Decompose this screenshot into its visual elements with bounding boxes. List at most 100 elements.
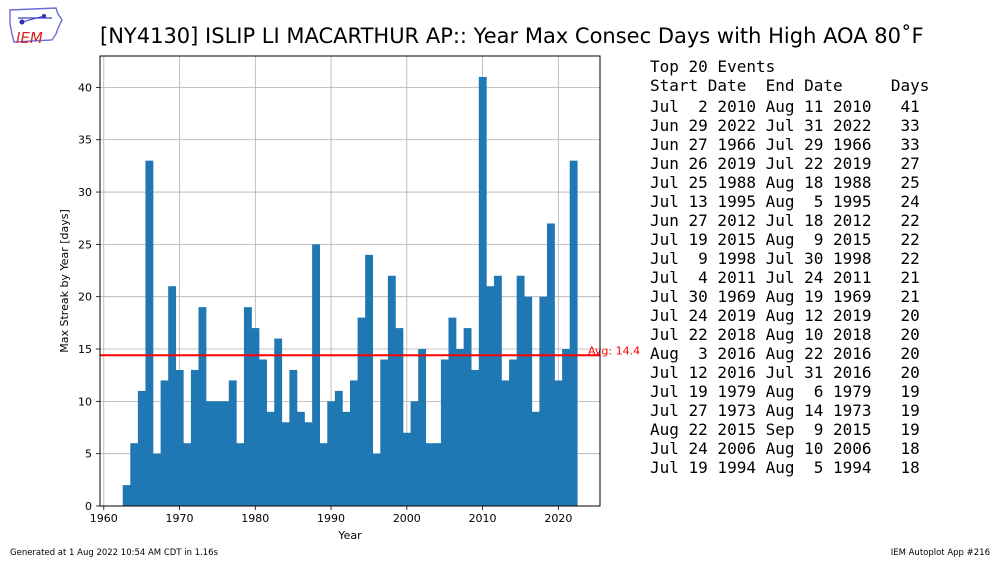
bar-2010 — [478, 76, 487, 506]
event-row: Jun 27 2012 Jul 18 2012 22 — [650, 211, 920, 230]
event-row: Jul 4 2011 Jul 24 2011 21 — [650, 268, 920, 287]
bar-2015 — [516, 275, 525, 506]
x-axis-label: Year — [337, 529, 362, 542]
y-tick-label: 40 — [78, 81, 92, 94]
event-row: Jul 30 1969 Aug 19 1969 21 — [650, 287, 920, 306]
bar-1975 — [213, 401, 222, 506]
app-label: IEM Autoplot App #216 — [890, 548, 990, 558]
bar-2008 — [463, 328, 472, 506]
event-row: Aug 22 2015 Sep 9 2015 19 — [650, 420, 920, 439]
bar-1981 — [259, 359, 267, 506]
iowa-state-outline-logo-icon: IEM — [9, 7, 63, 47]
bar-2006 — [448, 317, 457, 506]
bar-1978 — [236, 443, 245, 506]
bar-1968 — [160, 380, 169, 506]
event-row: Jul 27 1973 Aug 14 1973 19 — [650, 401, 920, 420]
bar-1979 — [243, 307, 252, 506]
iem-logo: IEM — [6, 4, 64, 50]
bar-1980 — [251, 328, 260, 506]
bar-2013 — [501, 380, 510, 506]
bar-2011 — [486, 286, 495, 506]
bar-2003 — [425, 443, 434, 506]
event-row: Jun 26 2019 Jul 22 2019 27 — [650, 154, 920, 173]
event-row: Jul 12 2016 Jul 31 2016 20 — [650, 363, 920, 382]
bar-2002 — [418, 349, 427, 506]
chart-title: [NY4130] ISLIP LI MACARTHUR AP:: Year Ma… — [100, 24, 924, 48]
bar-1971 — [183, 443, 192, 506]
bar-1987 — [304, 422, 313, 506]
bar-1967 — [153, 453, 161, 506]
x-tick-label: 1990 — [317, 512, 345, 525]
event-row: Jul 2 2010 Aug 11 2010 41 — [650, 97, 920, 116]
y-tick-label: 35 — [78, 134, 92, 147]
bar-2016 — [524, 296, 533, 506]
bar-2004 — [433, 443, 442, 506]
x-tick-label: 2010 — [469, 512, 497, 525]
bar-1992 — [342, 411, 351, 506]
bar-1969 — [168, 286, 177, 506]
bar-1983 — [274, 338, 283, 506]
y-tick-label: 25 — [78, 238, 92, 251]
y-tick-label: 5 — [85, 448, 92, 461]
bar-1996 — [372, 453, 381, 506]
plot-frame — [99, 55, 601, 507]
bar-1984 — [281, 422, 290, 506]
bar-1964 — [130, 443, 139, 506]
bar-1991 — [334, 390, 343, 506]
generated-timestamp: Generated at 1 Aug 2022 10:54 AM CDT in … — [10, 548, 219, 558]
event-row: Jul 24 2006 Aug 10 2006 18 — [650, 439, 920, 458]
bar-chart: Avg: 14.4 1960 1970 1980 1990 2000 2010 202005… — [58, 55, 640, 542]
bar-2009 — [471, 369, 480, 506]
bar-1982 — [266, 411, 275, 506]
event-row: Jul 13 1995 Aug 5 1995 24 — [650, 192, 920, 211]
bar-2020 — [554, 380, 563, 506]
top-events-table: Top 20 Events Start Date End Date Days J… — [650, 57, 929, 477]
bar-2017 — [531, 411, 540, 506]
bar-1974 — [206, 401, 214, 506]
average-label: Avg: 14.4 — [588, 344, 640, 357]
event-row: Jun 27 1966 Jul 29 1966 33 — [650, 135, 920, 154]
x-tick-label: 1960 — [90, 512, 118, 525]
events-rows: Jul 2 2010 Aug 11 2010 41 Jun 29 2022 Jul… — [650, 97, 929, 477]
bar-1989 — [319, 443, 328, 506]
bar-1970 — [175, 369, 184, 506]
bar-1986 — [296, 411, 305, 506]
bar-2007 — [456, 349, 464, 506]
x-tick-label: 2000 — [393, 512, 421, 525]
bar-1966 — [145, 160, 154, 506]
event-row: Jul 24 2019 Aug 12 2019 20 — [650, 306, 920, 325]
event-row: Aug 3 2016 Aug 22 2016 20 — [650, 344, 920, 363]
bar-1976 — [221, 401, 230, 506]
bar-1995 — [365, 254, 374, 506]
bar-2018 — [539, 296, 548, 506]
y-tick-label: 20 — [78, 291, 92, 304]
y-axis-label: Max Streak by Year [days] — [58, 209, 71, 353]
x-tick-label: 1980 — [241, 512, 269, 525]
bar-1998 — [387, 275, 396, 506]
bar-1985 — [289, 369, 298, 506]
bar-1965 — [137, 390, 146, 506]
bar-1990 — [327, 401, 336, 506]
events-header: Start Date End Date Days — [650, 76, 930, 95]
event-row: Jul 9 1998 Jul 30 1998 22 — [650, 249, 920, 268]
bar-2022 — [569, 160, 578, 506]
event-row: Jul 25 1988 Aug 18 1988 25 — [650, 173, 920, 192]
bars — [122, 76, 578, 507]
bar-1973 — [198, 307, 207, 506]
event-row: Jul 19 1979 Aug 6 1979 19 — [650, 382, 920, 401]
bar-1988 — [312, 244, 320, 507]
logo-text: IEM — [16, 29, 43, 47]
y-tick-label: 0 — [85, 500, 92, 513]
x-tick-label: 2020 — [544, 512, 572, 525]
event-row: Jul 22 2018 Aug 10 2018 20 — [650, 325, 920, 344]
bar-1999 — [395, 328, 404, 506]
y-tick-label: 15 — [78, 343, 92, 356]
average-line-group: Avg: 14.4 — [100, 344, 640, 357]
bar-1997 — [380, 359, 389, 506]
bar-2001 — [410, 401, 419, 506]
event-row: Jul 19 1994 Aug 5 1994 18 — [650, 458, 920, 477]
axis-ticks: 1960 1970 1980 1990 2000 2010 2020 0 5 10 15 20 25 30… — [78, 81, 572, 525]
bar-1994 — [357, 317, 366, 506]
bar-1972 — [190, 369, 199, 506]
bar-1963 — [122, 485, 131, 506]
